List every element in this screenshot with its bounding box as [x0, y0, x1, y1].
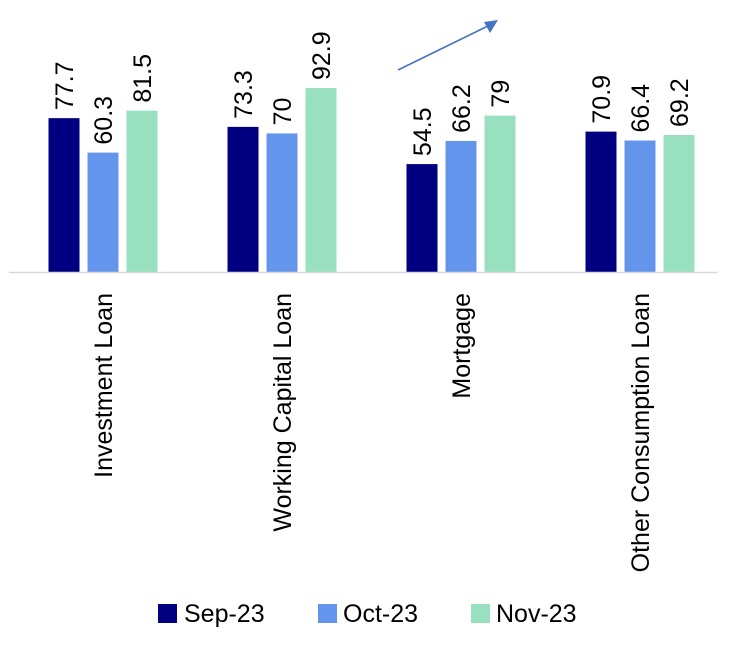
value-label-working-capital-loan-oct-23: 70	[269, 98, 297, 126]
trend-arrow-head	[484, 20, 498, 33]
value-label-investment-loan-nov-23: 81.5	[129, 54, 157, 103]
tick-label-mortgage: Mortgage	[448, 293, 476, 399]
legend-label-oct-23: Oct-23	[343, 600, 418, 628]
legend-label-sep-23: Sep-23	[184, 600, 265, 628]
value-label-other-consumption-loan-sep-23: 70.9	[588, 75, 616, 124]
legend-swatch-nov-23	[471, 604, 490, 623]
value-label-working-capital-loan-sep-23: 73.3	[230, 70, 258, 119]
bar-mortgage-oct-23	[445, 140, 477, 272]
legend: Sep-23 Oct-23 Nov-23	[158, 600, 577, 628]
bar-working-capital-loan-nov-23	[305, 88, 337, 272]
tick-label-investment-loan: Investment Loan	[90, 293, 118, 478]
annotation-layer	[397, 20, 498, 71]
value-labels-layer: 77.7 60.3 81.5 73.3 70 92.9 54.5 66.2 79 70.9 66.4…	[51, 31, 694, 156]
value-label-other-consumption-loan-oct-23: 66.4	[627, 84, 655, 133]
bar-other-consumption-loan-sep-23	[585, 131, 617, 272]
tick-label-working-capital-loan: Working Capital Loan	[269, 293, 297, 532]
value-label-investment-loan-oct-23: 60.3	[90, 96, 118, 145]
bar-investment-loan-nov-23	[126, 110, 158, 272]
bar-working-capital-loan-oct-23	[266, 133, 298, 272]
bar-working-capital-loan-sep-23	[227, 126, 259, 272]
value-label-investment-loan-sep-23: 77.7	[51, 61, 79, 110]
bars-layer	[48, 88, 695, 273]
bar-investment-loan-sep-23	[48, 118, 80, 273]
value-label-mortgage-oct-23: 66.2	[448, 84, 476, 133]
bar-other-consumption-loan-nov-23	[663, 134, 695, 272]
legend-swatch-sep-23	[158, 604, 177, 623]
value-label-other-consumption-loan-nov-23: 69.2	[666, 78, 694, 127]
bar-other-consumption-loan-oct-23	[624, 140, 656, 272]
value-label-mortgage-nov-23: 79	[487, 80, 515, 108]
tick-label-other-consumption-loan: Other Consumption Loan	[627, 293, 655, 572]
bar-mortgage-sep-23	[406, 164, 438, 272]
legend-swatch-oct-23	[318, 604, 337, 623]
tick-labels-layer: Investment Loan Working Capital Loan Mortg…	[90, 293, 655, 572]
value-label-working-capital-loan-nov-23: 92.9	[308, 31, 336, 80]
bar-investment-loan-oct-23	[87, 152, 119, 272]
bar-mortgage-nov-23	[484, 115, 516, 272]
trend-arrow-line	[397, 23, 493, 71]
legend-label-nov-23: Nov-23	[496, 600, 577, 628]
value-label-mortgage-sep-23: 54.5	[409, 107, 437, 156]
